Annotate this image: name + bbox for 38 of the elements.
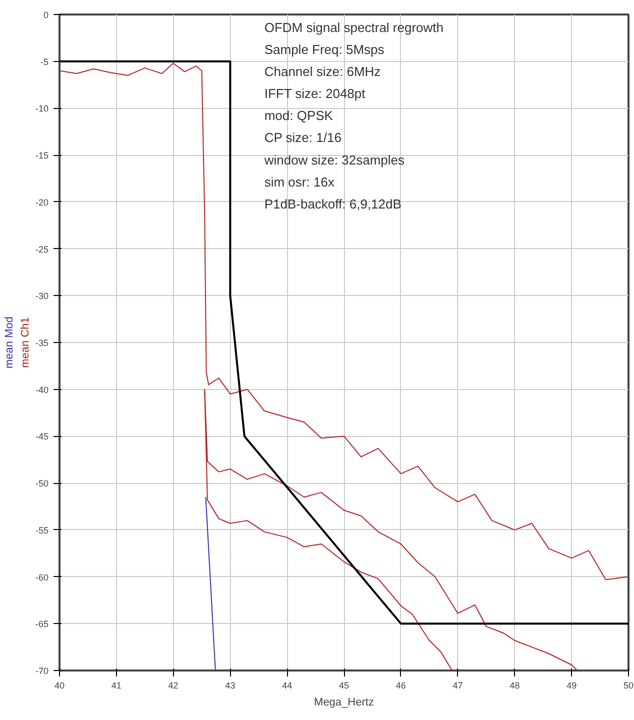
y-tick-label: -15: [35, 150, 49, 161]
y-tick-label: -5: [40, 56, 49, 67]
y-tick-label: -25: [35, 244, 49, 254]
x-tick-label: 45: [338, 680, 350, 690]
y-tick-label: -30: [35, 291, 49, 302]
x-tick-label: 41: [111, 680, 122, 690]
y-tick-label: -35: [35, 338, 49, 348]
y-tick-label: 0: [43, 10, 49, 20]
y-tick-label: -65: [35, 619, 49, 630]
x-tick-label: 49: [566, 680, 577, 690]
y-tick-label: -55: [35, 525, 49, 536]
annotation: P1dB-backoff: 6,9,12dB: [264, 196, 402, 212]
x-tick-label: 42: [168, 680, 178, 690]
annotation: Channel size: 6MHz: [264, 64, 381, 80]
x-tick-label: 47: [452, 680, 463, 690]
annotation: OFDM signal spectral regrowth: [264, 20, 444, 36]
annotation: mod: QPSK: [264, 108, 334, 124]
y-tick-label: -45: [35, 432, 49, 442]
y-tick-label: -60: [35, 572, 49, 582]
text: mean Mod: [4, 316, 16, 368]
x-tick-label: 43: [225, 680, 236, 690]
y-tick-label: -50: [35, 478, 49, 489]
x-tick-label: 44: [282, 680, 292, 690]
x-axis-title: Mega_Hertz: [314, 696, 374, 708]
y-tick-label: -10: [35, 104, 49, 114]
y-tick-label: -20: [35, 197, 49, 208]
annotation: window size: 32samples: [263, 152, 406, 168]
annotation: IFFT size: 2048pt: [264, 86, 366, 102]
x-tick-label: 46: [396, 680, 406, 690]
text: mean Ch1: [20, 317, 32, 368]
y-tick-label: -70: [35, 666, 49, 676]
annotation: sim osr: 16x: [264, 174, 335, 190]
x-tick-label: 40: [54, 680, 65, 690]
annotation: Sample Freq: 5Msps: [264, 42, 385, 58]
x-tick-label: 50: [623, 680, 634, 690]
x-tick-label: 48: [510, 680, 520, 690]
annotation: CP size: 1/16: [264, 130, 342, 146]
y-tick-label: -40: [35, 384, 49, 395]
